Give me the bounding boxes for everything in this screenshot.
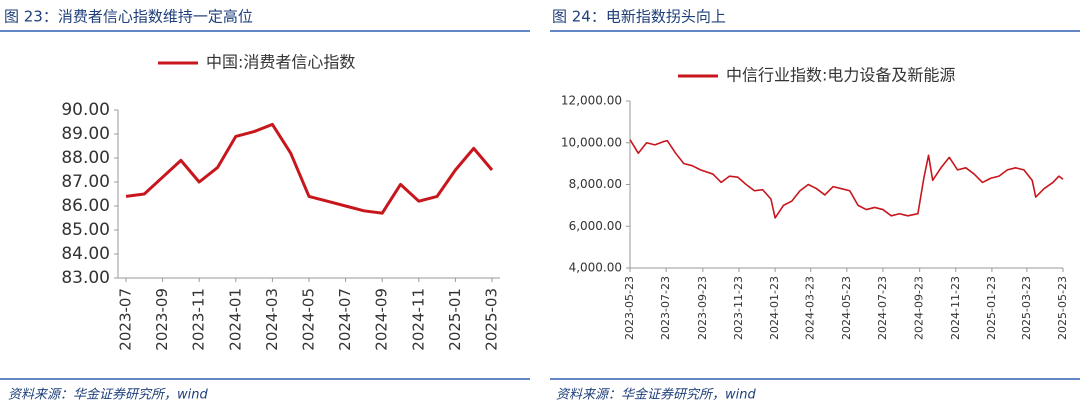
y-tick-label: 85.00	[61, 220, 110, 240]
y-tick-label: 88.00	[61, 148, 110, 168]
x-tick-label: 2024-03	[263, 288, 281, 351]
x-tick-label: 2025-03	[483, 288, 501, 351]
source-note: 资料来源：华金证券研究所，wind	[556, 387, 756, 403]
y-tick-label: 89.00	[61, 124, 110, 144]
x-tick-label: 2025-01	[446, 288, 464, 351]
x-tick-label: 2024-09-23	[913, 276, 926, 340]
legend-label: 中信行业指数:电力设备及新能源	[726, 66, 955, 85]
series-line	[629, 139, 1064, 219]
figure-title: 图 24：电新指数拐头向上	[552, 8, 726, 26]
y-tick-label: 83.00	[61, 268, 110, 288]
y-tick-label: 84.00	[61, 244, 110, 264]
source-note: 资料来源：华金证券研究所，wind	[8, 387, 208, 403]
x-tick-label: 2024-11	[409, 288, 427, 351]
x-tick-label: 2023-07	[117, 288, 135, 351]
y-tick-label: 90.00	[61, 100, 110, 120]
figure-title: 图 23：消费者信心指数维持一定高位	[4, 8, 253, 26]
x-tick-label: 2023-09	[153, 288, 171, 351]
x-tick-label: 2024-03-23	[804, 276, 817, 340]
x-tick-label: 2024-01-23	[768, 276, 781, 340]
y-tick-label: 6,000.00	[569, 219, 622, 233]
x-tick-label: 2023-09-23	[696, 276, 709, 340]
x-tick-label: 2023-05-23	[623, 276, 636, 340]
y-tick-label: 12,000.00	[561, 94, 622, 108]
y-tick-label: 86.00	[61, 196, 110, 216]
y-tick-label: 4,000.00	[569, 261, 622, 275]
x-tick-label: 2023-11	[190, 288, 208, 351]
x-tick-label: 2024-11-23	[949, 276, 962, 340]
x-tick-label: 2024-07	[336, 288, 354, 351]
x-tick-label: 2024-07-23	[876, 276, 889, 340]
x-tick-label: 2025-03-23	[1020, 276, 1033, 340]
x-tick-label: 2023-11-23	[732, 276, 745, 340]
x-tick-label: 2024-09	[373, 288, 391, 351]
y-tick-label: 8,000.00	[569, 177, 622, 191]
x-tick-label: 2024-01	[226, 288, 244, 351]
y-tick-label: 87.00	[61, 172, 110, 192]
legend-label: 中国:消费者信心指数	[206, 53, 355, 72]
x-tick-label: 2025-05-23	[1056, 276, 1069, 340]
x-tick-label: 2024-05-23	[840, 276, 853, 340]
x-tick-label: 2025-01-23	[985, 276, 998, 340]
x-tick-label: 2024-05	[300, 288, 318, 351]
x-tick-label: 2023-07-23	[659, 276, 672, 340]
y-tick-label: 10,000.00	[561, 135, 622, 149]
series-line	[125, 122, 494, 215]
